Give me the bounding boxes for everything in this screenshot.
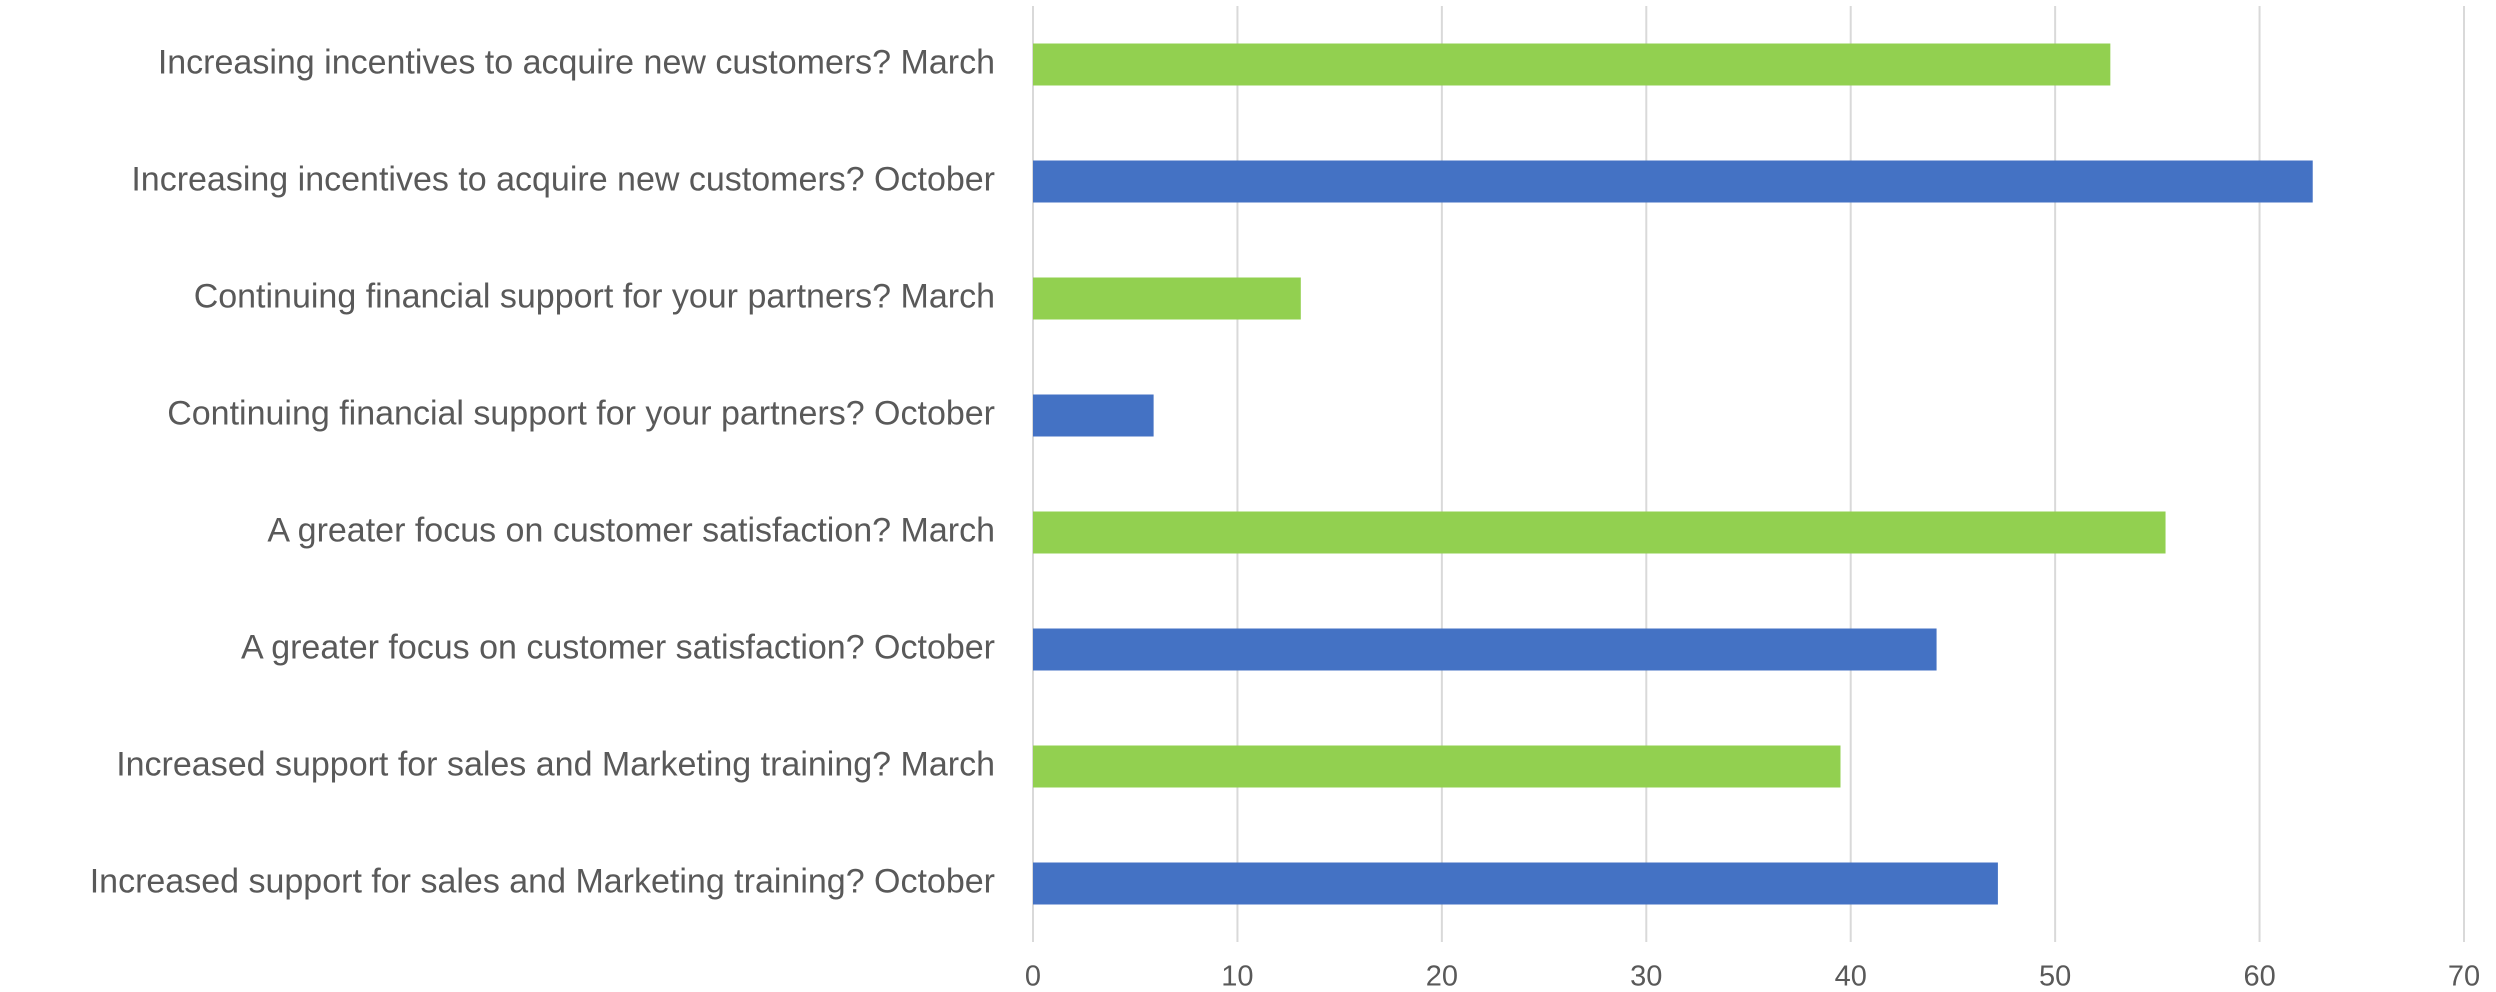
x-tick-label: 20: [1426, 961, 1458, 992]
y-tick-label: A greater focus on customer satisfaction…: [267, 511, 995, 549]
x-tick-label: 70: [2448, 961, 2480, 992]
x-tick-label: 10: [1221, 961, 1253, 992]
x-tick-label: 30: [1630, 961, 1662, 992]
bar: [1033, 745, 1841, 788]
bar: [1033, 43, 2111, 86]
bar: [1033, 862, 1998, 905]
bar: [1033, 511, 2166, 554]
x-tick-label: 40: [1835, 961, 1867, 992]
y-tick-label: Increased support for sales and Marketin…: [116, 745, 995, 783]
bar: [1033, 160, 2313, 203]
bar: [1033, 628, 1937, 671]
y-tick-label: A greater focus on customer satisfaction…: [241, 628, 995, 666]
x-tick-label: 60: [2243, 961, 2275, 992]
x-tick-label: 0: [1025, 961, 1041, 992]
y-tick-label: Continuing financial support for your pa…: [167, 394, 995, 432]
y-tick-label: Increasing incentives to acquire new cus…: [158, 43, 995, 81]
bar: [1033, 394, 1154, 437]
y-tick-label: Continuing financial support for your pa…: [194, 277, 995, 315]
x-tick-label: 50: [2039, 961, 2071, 992]
bar: [1033, 277, 1301, 320]
y-tick-label: Increased support for sales and Marketin…: [90, 862, 995, 900]
y-tick-label: Increasing incentives to acquire new cus…: [131, 160, 995, 198]
